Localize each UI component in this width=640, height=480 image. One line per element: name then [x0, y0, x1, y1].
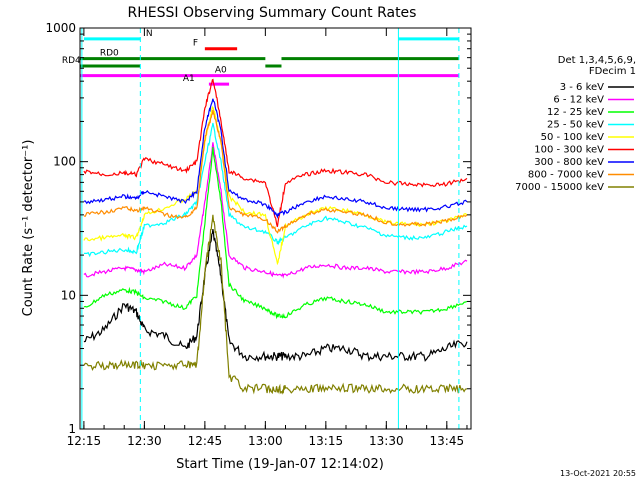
series-line-8: [83, 109, 468, 234]
x-axis: 12:15 12:30 12:45 13:00 13:15 13:30 13:45: [67, 28, 468, 448]
series-lines: [83, 78, 468, 395]
state-label-rd4: RD4: [62, 56, 81, 66]
x-tick-label: 12:45: [188, 434, 223, 448]
legend-label: 7000 - 15000 keV: [515, 182, 604, 193]
x-tick-label: 13:15: [309, 434, 344, 448]
y-tick-label: 1000: [45, 21, 76, 35]
series-line-6: [83, 78, 468, 227]
legend-header-line: FDecim 1: [589, 66, 636, 77]
plot-frame: [79, 27, 472, 430]
legend-header-line: Det 1,3,4,5,6,9,: [558, 55, 636, 66]
legend-label: 300 - 800 keV: [534, 157, 604, 168]
series-line-5: [83, 106, 468, 266]
state-label-n: N: [146, 29, 153, 39]
legend-label: 3 - 6 keV: [560, 82, 604, 93]
series-line-3: [83, 147, 468, 320]
legend-label: 25 - 50 keV: [547, 120, 604, 131]
x-tick-label: 13:45: [430, 434, 465, 448]
series-line-9: [83, 214, 468, 395]
footer-timestamp: 13-Oct-2021 20:55: [560, 469, 636, 478]
y-tick-label: 100: [53, 155, 76, 169]
legend-label: 100 - 300 keV: [534, 145, 604, 156]
state-label-a0: A0: [215, 66, 227, 76]
vertical-markers: [81, 28, 460, 429]
y-axis-label: Count Rate (s⁻¹ detector⁻¹): [21, 140, 36, 317]
series-line-2: [83, 142, 468, 279]
y-tick-label: 10: [61, 288, 76, 302]
legend-label: 6 - 12 keV: [553, 95, 604, 106]
x-tick-label: 13:00: [248, 434, 283, 448]
legend: Det 1,3,4,5,6,9,FDecim 1 3 - 6 keV 6 - 12 …: [515, 55, 636, 193]
series-line-1: [83, 229, 468, 363]
legend-label: 12 - 25 keV: [547, 107, 604, 118]
x-tick-label: 13:30: [369, 434, 404, 448]
state-label-rd0: RD0: [100, 49, 119, 59]
y-axis: 1 10 100 1000: [45, 21, 471, 436]
x-axis-label: Start Time (19-Jan-07 12:14:02): [176, 457, 384, 472]
legend-label: 50 - 100 keV: [541, 132, 605, 143]
x-tick-label: 12:30: [127, 434, 162, 448]
attenuator-bars: N F RD0 RD4 A0 A1: [62, 29, 459, 86]
series-line-4: [83, 122, 468, 258]
state-label-f: F: [193, 39, 198, 49]
chart-title: RHESSI Observing Summary Count Rates: [128, 5, 417, 21]
state-label-a1: A1: [183, 74, 195, 84]
x-tick-label: 12:15: [67, 434, 102, 448]
legend-label: 800 - 7000 keV: [528, 170, 604, 181]
y-tick-label: 1: [68, 422, 76, 436]
series-line-7: [83, 98, 468, 219]
